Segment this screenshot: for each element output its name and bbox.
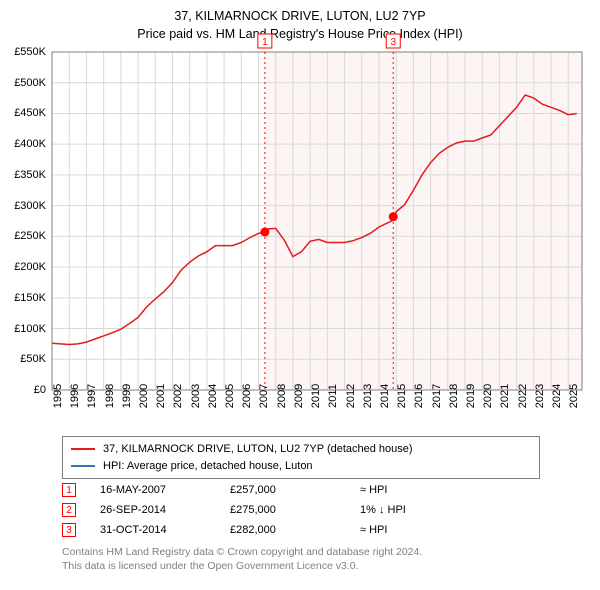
sale-marker: 3 <box>62 523 76 537</box>
y-tick-label: £550K <box>14 46 46 58</box>
legend-item-property: 37, KILMARNOCK DRIVE, LUTON, LU2 7YP (de… <box>71 441 531 458</box>
footer-line-2: This data is licensed under the Open Gov… <box>62 560 572 574</box>
y-tick-label: £50K <box>20 353 46 365</box>
sale-comparison: 1% ↓ HPI <box>360 504 480 516</box>
y-tick-label: £350K <box>14 169 46 181</box>
y-tick-label: £450K <box>14 107 46 119</box>
x-tick-label: 2014 <box>379 384 391 408</box>
x-tick-label: 2023 <box>534 384 546 408</box>
sale-price: £257,000 <box>230 484 360 496</box>
sale-marker: 1 <box>62 483 76 497</box>
svg-text:1: 1 <box>262 37 268 48</box>
sale-marker: 2 <box>62 503 76 517</box>
y-tick-label: £150K <box>14 292 46 304</box>
x-tick-label: 2013 <box>362 384 374 408</box>
y-tick-label: £100K <box>14 323 46 335</box>
x-tick-label: 2009 <box>293 384 305 408</box>
y-tick-label: £0 <box>34 384 46 396</box>
x-tick-label: 2018 <box>448 384 460 408</box>
x-axis: 1995199619971998199920002001200220032004… <box>52 392 582 432</box>
chart-svg: 13 <box>52 52 582 390</box>
y-tick-label: £400K <box>14 138 46 150</box>
legend: 37, KILMARNOCK DRIVE, LUTON, LU2 7YP (de… <box>62 436 540 479</box>
x-tick-label: 2004 <box>207 384 219 408</box>
title-line-2: Price paid vs. HM Land Registry's House … <box>0 26 600 44</box>
x-tick-label: 1997 <box>86 384 98 408</box>
sale-date: 16-MAY-2007 <box>100 484 230 496</box>
title-line-1: 37, KILMARNOCK DRIVE, LUTON, LU2 7YP <box>0 8 600 26</box>
sale-price: £282,000 <box>230 524 360 536</box>
sale-date: 31-OCT-2014 <box>100 524 230 536</box>
x-tick-label: 1998 <box>104 384 116 408</box>
sale-row: 3 31-OCT-2014£282,000≈ HPI <box>62 520 572 540</box>
footer-line-1: Contains HM Land Registry data © Crown c… <box>62 546 572 560</box>
y-axis: £0£50K£100K£150K£200K£250K£300K£350K£400… <box>0 52 50 390</box>
x-tick-label: 2001 <box>155 384 167 408</box>
x-tick-label: 1999 <box>121 384 133 408</box>
x-tick-label: 2020 <box>482 384 494 408</box>
x-tick-label: 2005 <box>224 384 236 408</box>
x-tick-label: 2003 <box>190 384 202 408</box>
sale-comparison: ≈ HPI <box>360 484 480 496</box>
x-tick-label: 2016 <box>413 384 425 408</box>
x-tick-label: 2000 <box>138 384 150 408</box>
footer-note: Contains HM Land Registry data © Crown c… <box>62 546 572 573</box>
svg-text:3: 3 <box>390 37 396 48</box>
x-tick-label: 2024 <box>551 384 563 408</box>
x-tick-label: 2017 <box>431 384 443 408</box>
x-tick-label: 2021 <box>499 384 511 408</box>
x-tick-label: 2012 <box>345 384 357 408</box>
x-tick-label: 2025 <box>568 384 580 408</box>
sale-row: 2 26-SEP-2014£275,0001% ↓ HPI <box>62 500 572 520</box>
x-tick-label: 2002 <box>172 384 184 408</box>
x-tick-label: 2015 <box>396 384 408 408</box>
x-tick-label: 2008 <box>276 384 288 408</box>
chart-plot-area: 13 <box>52 52 582 390</box>
x-tick-label: 1995 <box>52 384 64 408</box>
legend-swatch-hpi <box>71 465 95 467</box>
x-tick-label: 1996 <box>69 384 81 408</box>
x-tick-label: 2011 <box>327 384 339 408</box>
sale-history: 116-MAY-2007£257,000≈ HPI226-SEP-2014£27… <box>62 480 572 540</box>
sale-price: £275,000 <box>230 504 360 516</box>
y-tick-label: £200K <box>14 261 46 273</box>
x-tick-label: 2010 <box>310 384 322 408</box>
x-tick-label: 2006 <box>241 384 253 408</box>
chart-title: 37, KILMARNOCK DRIVE, LUTON, LU2 7YP Pri… <box>0 0 600 43</box>
x-tick-label: 2019 <box>465 384 477 408</box>
legend-label-hpi: HPI: Average price, detached house, Luto… <box>103 458 313 475</box>
sale-comparison: ≈ HPI <box>360 524 480 536</box>
sale-date: 26-SEP-2014 <box>100 504 230 516</box>
x-tick-label: 2007 <box>258 384 270 408</box>
y-tick-label: £250K <box>14 230 46 242</box>
legend-label-property: 37, KILMARNOCK DRIVE, LUTON, LU2 7YP (de… <box>103 441 413 458</box>
y-tick-label: £500K <box>14 77 46 89</box>
legend-item-hpi: HPI: Average price, detached house, Luto… <box>71 458 531 475</box>
x-tick-label: 2022 <box>517 384 529 408</box>
legend-swatch-property <box>71 448 95 450</box>
sale-row: 1 16-MAY-2007£257,000≈ HPI <box>62 480 572 500</box>
y-tick-label: £300K <box>14 200 46 212</box>
